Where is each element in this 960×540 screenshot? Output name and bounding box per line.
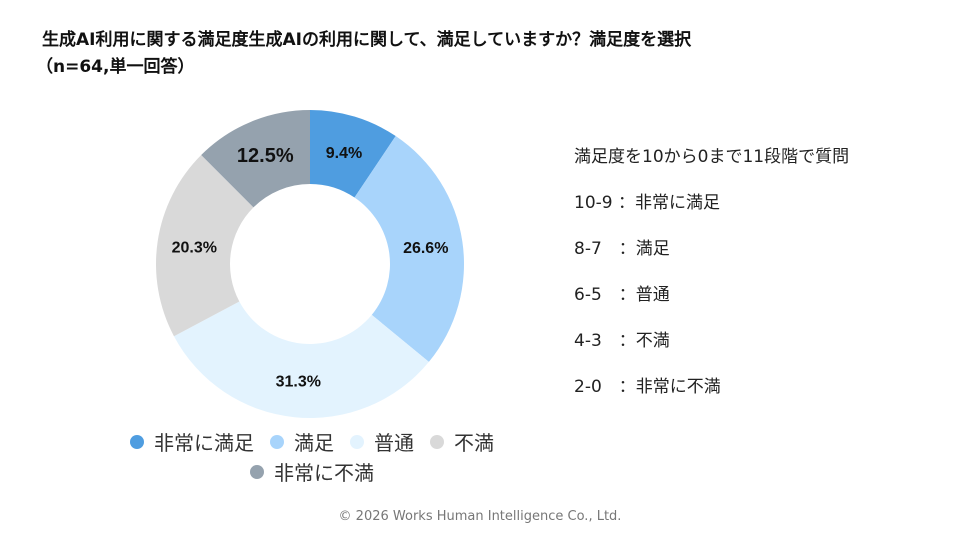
note-line: 4-3 ：不満 xyxy=(574,331,670,351)
chart-legend: 非常に満足 満足 普通 不満非常に不満 xyxy=(92,428,532,488)
legend-dot-icon xyxy=(350,435,364,449)
data-label: 12.5% xyxy=(237,145,294,167)
donut-slice-3 xyxy=(156,155,254,337)
note-line: 2-0 ：非常に不満 xyxy=(574,377,721,397)
legend-dot-icon xyxy=(250,465,264,479)
legend-dot-icon xyxy=(270,435,284,449)
donut-slice-1 xyxy=(354,136,464,362)
title-line-1: 生成AI利用に関する満足度生成AIの利用に関して、満足していますか？満足度を選択 xyxy=(42,30,692,50)
copyright: © 2026 Works Human Intelligence Co., Ltd… xyxy=(338,509,622,524)
legend-item: 非常に不満 xyxy=(250,458,374,488)
legend-label: 不満 xyxy=(454,431,494,455)
title-line-2: （n=64,単一回答） xyxy=(36,57,195,77)
legend-item: 不満 xyxy=(430,428,494,458)
legend-dot-icon xyxy=(130,435,144,449)
legend-label: 非常に不満 xyxy=(274,461,374,485)
chart-title: 生成AI利用に関する満足度生成AIの利用に関して、満足していますか？満足度を選択… xyxy=(36,27,692,81)
legend-label: 普通 xyxy=(374,431,414,455)
legend-item: 非常に満足 xyxy=(130,428,254,458)
data-label: 9.4% xyxy=(326,145,362,162)
data-label: 31.3% xyxy=(276,373,321,390)
note-line: 8-7 ：満足 xyxy=(574,239,670,259)
legend-item: 普通 xyxy=(350,428,414,458)
donut-slice-2 xyxy=(173,301,429,418)
note-line: 6-5 ：普通 xyxy=(574,285,670,305)
donut-slice-0 xyxy=(310,110,396,198)
data-label: 20.3% xyxy=(172,240,217,257)
legend-label: 満足 xyxy=(294,431,334,455)
note-line: 満足度を10から0まで11段階で質問 xyxy=(574,147,850,167)
scale-notes: 満足度を10から0まで11段階で質問 10-9 ：非常に満足 8-7 ：満足 6… xyxy=(574,142,849,418)
data-label: 26.6% xyxy=(403,240,448,257)
legend-label: 非常に満足 xyxy=(154,431,254,455)
note-line: 10-9 ：非常に満足 xyxy=(574,193,720,213)
donut-slice-4 xyxy=(201,110,310,208)
legend-dot-icon xyxy=(430,435,444,449)
legend-item: 満足 xyxy=(270,428,334,458)
